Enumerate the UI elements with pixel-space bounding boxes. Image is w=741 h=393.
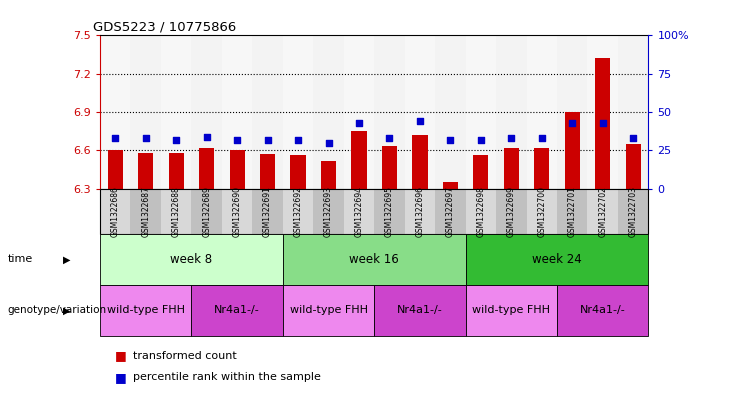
Bar <box>344 35 374 189</box>
Bar <box>557 35 588 189</box>
Text: Nr4a1-/-: Nr4a1-/- <box>397 305 443 316</box>
Text: transformed count: transformed count <box>133 351 237 361</box>
Text: Nr4a1-/-: Nr4a1-/- <box>214 305 260 316</box>
Bar <box>534 148 549 189</box>
Bar <box>496 35 527 189</box>
Bar <box>283 35 313 189</box>
Point <box>536 135 548 141</box>
Bar <box>313 35 344 189</box>
Bar <box>107 150 123 189</box>
Text: GSM1322688: GSM1322688 <box>172 186 181 237</box>
Text: GSM1322691: GSM1322691 <box>263 186 272 237</box>
Point <box>201 133 213 140</box>
Text: GSM1322687: GSM1322687 <box>142 186 150 237</box>
Text: GSM1322690: GSM1322690 <box>233 186 242 237</box>
Text: GSM1322696: GSM1322696 <box>416 186 425 237</box>
Point <box>566 119 578 126</box>
Point <box>505 135 517 141</box>
Text: ■: ■ <box>115 349 127 362</box>
Bar <box>138 153 153 189</box>
Bar <box>230 150 245 189</box>
Point <box>384 135 396 141</box>
Bar <box>382 147 397 189</box>
Text: week 24: week 24 <box>532 253 582 266</box>
Bar <box>588 35 618 189</box>
Text: Nr4a1-/-: Nr4a1-/- <box>579 305 625 316</box>
Bar <box>625 144 641 189</box>
Text: week 16: week 16 <box>349 253 399 266</box>
Text: GSM1322694: GSM1322694 <box>354 186 364 237</box>
Point <box>445 136 456 143</box>
Text: wild-type FHH: wild-type FHH <box>290 305 368 316</box>
Bar <box>169 153 184 189</box>
Text: week 8: week 8 <box>170 253 213 266</box>
Point <box>262 136 273 143</box>
Bar <box>618 35 648 189</box>
Text: wild-type FHH: wild-type FHH <box>107 305 185 316</box>
Bar <box>595 58 611 189</box>
Bar <box>191 35 222 189</box>
Text: GSM1322693: GSM1322693 <box>324 186 333 237</box>
Bar <box>222 35 253 189</box>
Text: GSM1322698: GSM1322698 <box>476 186 485 237</box>
Bar <box>504 148 519 189</box>
Text: GSM1322701: GSM1322701 <box>568 186 576 237</box>
Text: percentile rank within the sample: percentile rank within the sample <box>133 372 322 382</box>
Bar <box>130 35 161 189</box>
Text: GDS5223 / 10775866: GDS5223 / 10775866 <box>93 20 236 33</box>
Bar <box>435 35 465 189</box>
Bar <box>351 131 367 189</box>
Text: wild-type FHH: wild-type FHH <box>472 305 551 316</box>
Text: GSM1322686: GSM1322686 <box>110 186 120 237</box>
Point <box>475 136 487 143</box>
Point <box>597 119 608 126</box>
Text: GSM1322695: GSM1322695 <box>385 186 394 237</box>
Bar <box>473 156 488 189</box>
Bar <box>465 35 496 189</box>
Bar <box>290 156 306 189</box>
Text: GSM1322699: GSM1322699 <box>507 186 516 237</box>
Point <box>292 136 304 143</box>
Bar <box>100 35 130 189</box>
Bar <box>405 35 435 189</box>
Text: ▶: ▶ <box>63 254 70 264</box>
Text: GSM1322700: GSM1322700 <box>537 186 546 237</box>
Point <box>110 135 122 141</box>
Text: GSM1322703: GSM1322703 <box>628 186 638 237</box>
Text: ■: ■ <box>115 371 127 384</box>
Point <box>231 136 243 143</box>
Bar <box>260 154 275 189</box>
Text: GSM1322697: GSM1322697 <box>446 186 455 237</box>
Point <box>627 135 639 141</box>
Bar <box>443 182 458 189</box>
Text: time: time <box>7 254 33 264</box>
Bar <box>161 35 191 189</box>
Point <box>414 118 426 124</box>
Bar <box>527 35 557 189</box>
Bar <box>565 112 580 189</box>
Text: GSM1322692: GSM1322692 <box>293 186 302 237</box>
Bar <box>412 135 428 189</box>
Text: genotype/variation: genotype/variation <box>7 305 107 316</box>
Bar <box>321 160 336 189</box>
Text: GSM1322702: GSM1322702 <box>598 186 607 237</box>
Text: GSM1322689: GSM1322689 <box>202 186 211 237</box>
Text: ▶: ▶ <box>63 305 70 316</box>
Point <box>353 119 365 126</box>
Bar <box>199 148 214 189</box>
Point <box>170 136 182 143</box>
Bar <box>253 35 283 189</box>
Bar <box>374 35 405 189</box>
Point <box>322 140 334 146</box>
Point <box>140 135 152 141</box>
